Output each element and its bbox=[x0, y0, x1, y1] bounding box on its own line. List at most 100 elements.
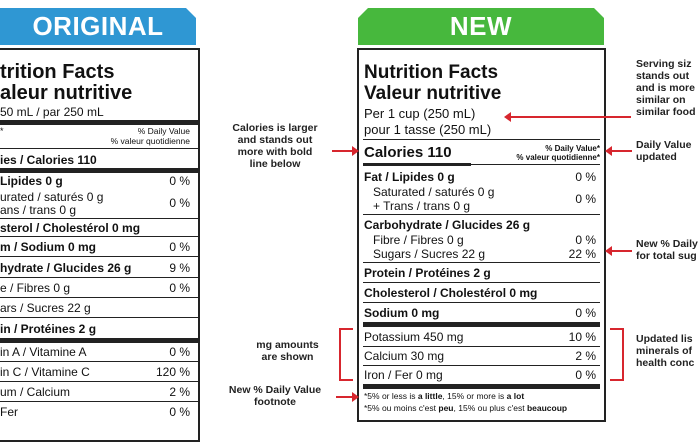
original-dv-header-fr: % valeur quotidienne bbox=[110, 136, 190, 146]
new-title-fr: Valeur nutritive bbox=[364, 83, 502, 104]
original-row-sodium: m / Sodium 0 mg bbox=[0, 240, 97, 254]
original-divider bbox=[0, 361, 198, 362]
original-row-carbohydrate: hydrate / Glucides 26 g bbox=[0, 261, 132, 275]
arrow-footnote-icon bbox=[336, 392, 359, 402]
annotation-line: line below bbox=[249, 158, 301, 170]
new-row-cholesterol: Cholesterol / Cholestérol 0 mg bbox=[364, 286, 538, 300]
new-row-trans: + Trans / trans 0 g bbox=[373, 199, 471, 213]
original-row-calcium-pct: 2 % bbox=[169, 385, 190, 399]
bracket-minerals-top bbox=[610, 328, 624, 330]
footnote-text: *5% ou moins c'est bbox=[364, 403, 439, 413]
new-row-saturated-pct: 0 % bbox=[575, 192, 596, 206]
new-row-calcium: Calcium 30 mg bbox=[364, 349, 445, 363]
annotation-line: updated bbox=[636, 151, 677, 163]
annotation-line: for total sug bbox=[636, 250, 697, 262]
annotation-line: stands out bbox=[636, 70, 690, 82]
new-row-fat-pct: 0 % bbox=[575, 170, 596, 184]
original-row-vitamin-c-pct: 120 % bbox=[155, 365, 190, 379]
original-row-fat: Lipides 0 g bbox=[0, 174, 63, 188]
original-row-vitamin-a-pct: 0 % bbox=[169, 345, 190, 359]
original-divider bbox=[0, 317, 198, 318]
original-row-fat-pct: 0 % bbox=[169, 174, 190, 188]
annotation-footnote: New % Daily Value footnote bbox=[215, 384, 335, 408]
annotation-sugars: New % Daily for total sug bbox=[636, 238, 700, 262]
annotation-serving: Serving siz stands out and is more simil… bbox=[636, 58, 700, 118]
footnote-bold: a lot bbox=[506, 391, 525, 401]
new-row-carbohydrate: Carbohydrate / Glucides 26 g bbox=[364, 218, 531, 232]
annotation-line: and stands out bbox=[237, 134, 313, 146]
original-divider-thick bbox=[0, 338, 198, 343]
original-row-trans: ans / trans 0 g bbox=[0, 203, 77, 217]
footnote-bold: peu bbox=[438, 403, 454, 413]
original-row-calcium: um / Calcium bbox=[0, 385, 71, 399]
original-divider bbox=[0, 218, 198, 219]
new-divider bbox=[363, 346, 600, 347]
new-divider bbox=[363, 365, 600, 366]
new-row-potassium-pct: 10 % bbox=[568, 330, 596, 344]
original-row-sugars: ars / Sucres 22 g bbox=[0, 301, 91, 315]
footnote-text: , 15% ou plus c'est bbox=[453, 403, 527, 413]
arrow-daily-value-icon bbox=[605, 146, 632, 156]
new-calories-bold-line bbox=[363, 163, 471, 166]
annotation-line: health conc bbox=[636, 357, 695, 369]
annotation-line: similar on bbox=[636, 94, 686, 106]
original-banner-text: ORIGINAL bbox=[32, 11, 164, 41]
new-divider bbox=[471, 164, 600, 165]
original-divider bbox=[0, 381, 198, 382]
original-banner: ORIGINAL bbox=[0, 8, 196, 45]
bracket-minerals bbox=[622, 328, 624, 381]
new-dv-header-fr: % valeur quotidienne* bbox=[516, 153, 600, 162]
original-divider-thick bbox=[0, 120, 198, 125]
new-divider bbox=[363, 282, 600, 283]
new-serving-fr: pour 1 tasse (250 mL) bbox=[364, 122, 492, 137]
new-row-iron-pct: 0 % bbox=[575, 368, 596, 382]
new-divider bbox=[363, 139, 600, 140]
original-row-fibre-pct: 0 % bbox=[169, 281, 190, 295]
original-row-saturated-pct: 0 % bbox=[169, 196, 190, 210]
new-row-sodium: Sodium 0 mg bbox=[364, 306, 440, 320]
original-title-fr: aleur nutritive bbox=[0, 82, 133, 104]
new-row-calcium-pct: 2 % bbox=[575, 349, 596, 363]
new-row-iron: Iron / Fer 0 mg bbox=[364, 368, 443, 382]
new-dv-header-en: % Daily Value* bbox=[545, 144, 600, 153]
annotation-line: New % Daily bbox=[636, 238, 698, 250]
new-divider bbox=[363, 302, 600, 303]
new-divider bbox=[363, 214, 600, 215]
original-row-calories: ies / Calories 110 bbox=[0, 153, 97, 167]
original-serving: 50 mL / par 250 mL bbox=[0, 105, 104, 119]
original-title-en: trition Facts bbox=[0, 61, 115, 83]
new-row-fibre: Fibre / Fibres 0 g bbox=[373, 233, 464, 247]
new-row-fat: Fat / Lipides 0 g bbox=[364, 170, 455, 184]
original-row-iron: Fer bbox=[0, 405, 18, 419]
new-row-sugars-pct: 22 % bbox=[568, 247, 596, 261]
annotation-line: New % Daily Value bbox=[228, 384, 322, 396]
new-row-fibre-pct: 0 % bbox=[575, 233, 596, 247]
annotation-line: similar food bbox=[636, 106, 696, 118]
annotation-line: footnote bbox=[254, 396, 296, 408]
new-row-saturated: Saturated / saturés 0 g bbox=[373, 185, 495, 199]
arrow-calories-icon bbox=[332, 146, 359, 156]
new-title-en: Nutrition Facts bbox=[364, 62, 499, 83]
new-footnote-fr: *5% ou moins c'est peu, 15% ou plus c'es… bbox=[364, 404, 567, 413]
arrow-sugars-icon bbox=[605, 246, 632, 256]
original-row-iron-pct: 0 % bbox=[169, 405, 190, 419]
new-banner: NEW bbox=[358, 8, 604, 45]
new-divider-thick bbox=[363, 322, 600, 327]
new-row-sugars: Sugars / Sucres 22 g bbox=[373, 247, 486, 261]
original-row-saturated: urated / saturés 0 g bbox=[0, 190, 104, 204]
new-row-potassium: Potassium 450 mg bbox=[364, 330, 464, 344]
original-asterisk: * bbox=[0, 126, 4, 136]
annotation-line: more with bold bbox=[237, 146, 313, 158]
original-divider bbox=[0, 236, 198, 237]
original-dv-header-en: % Daily Value bbox=[137, 126, 190, 136]
new-serving-en: Per 1 cup (250 mL) bbox=[364, 106, 476, 121]
new-row-sodium-pct: 0 % bbox=[575, 306, 596, 320]
bracket-mg-top bbox=[339, 328, 353, 330]
annotation-line: Serving siz bbox=[636, 58, 692, 70]
annotation-line: Daily Value bbox=[636, 139, 692, 151]
annotation-line: are shown bbox=[261, 351, 314, 363]
original-divider bbox=[0, 277, 198, 278]
original-row-sodium-pct: 0 % bbox=[169, 240, 190, 254]
bracket-mg bbox=[339, 328, 341, 381]
annotation-line: and is more bbox=[636, 82, 695, 94]
